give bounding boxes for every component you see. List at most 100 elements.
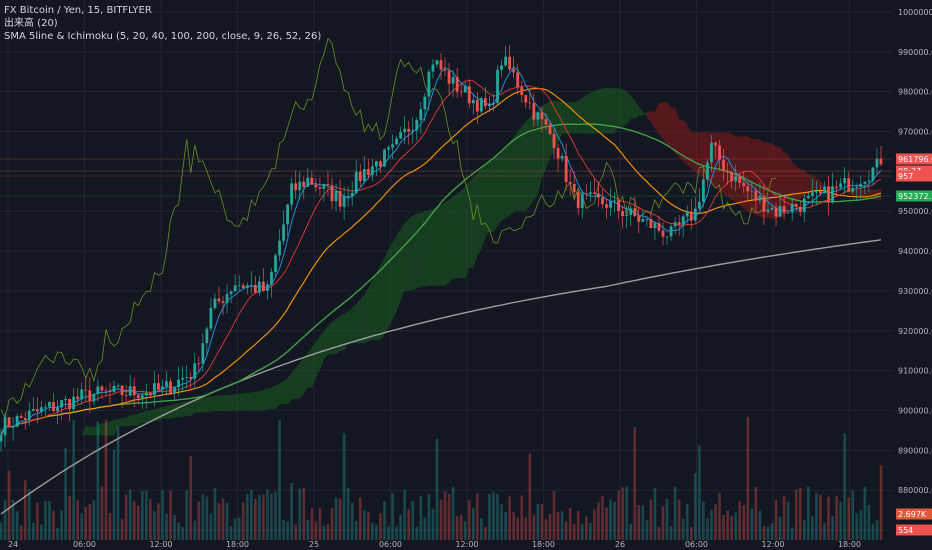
kumo-segment: [667, 102, 672, 149]
time-tick-label: 06:00: [685, 540, 708, 549]
symbol-title[interactable]: FX Bitcoin / Yen, 15, BITFLYER: [4, 5, 152, 16]
volume-bar: [278, 420, 281, 540]
kumo-segment: [594, 89, 599, 134]
candle-body: [209, 307, 213, 329]
kumo-segment: [816, 177, 821, 191]
volume-bar: [391, 492, 394, 540]
candle-body: [492, 102, 495, 105]
kumo-segment: [384, 249, 389, 336]
price-tag: [896, 170, 932, 182]
volume-bar: [496, 493, 499, 540]
volume-bar: [7, 470, 11, 540]
kumo-segment: [404, 218, 409, 291]
price-axis[interactable]: 870000.00880000.00890000.00900000.009100…: [898, 8, 932, 535]
candle-body: [338, 191, 342, 207]
kumo-segment: [513, 131, 518, 213]
volume-bar: [435, 439, 439, 540]
volume-bar: [411, 501, 415, 540]
kumo-segment: [267, 387, 272, 410]
kumo-segment: [465, 181, 470, 279]
volume-bar: [367, 511, 370, 540]
candle-body: [637, 216, 641, 222]
kumo-segment: [558, 100, 563, 143]
kumo-segment: [271, 385, 276, 410]
kumo-segment: [675, 107, 680, 158]
candle-body: [221, 301, 225, 303]
kumo-segment: [727, 132, 732, 200]
volume-bar: [786, 501, 790, 540]
volume-bar: [710, 509, 713, 540]
candle-body: [839, 183, 843, 188]
candle-body: [201, 343, 205, 364]
kumo-segment: [683, 120, 688, 166]
volume-bar: [68, 495, 71, 540]
volume-bar: [149, 499, 152, 540]
candle-body: [399, 132, 403, 139]
price-tick-label: 880000.00: [898, 486, 932, 495]
candle-body: [875, 158, 879, 168]
volume-bar: [249, 489, 253, 540]
sma-ichimoku-study-label[interactable]: SMA 5line & Ichimoku (5, 20, 40, 100, 20…: [4, 31, 322, 42]
price-tick-label: 940000.00: [898, 247, 932, 256]
candle-body: [798, 206, 802, 213]
volume-bar: [851, 490, 855, 540]
candle-body: [681, 216, 685, 225]
kumo-segment: [231, 394, 236, 411]
candle-body: [641, 219, 645, 222]
volume-bar: [698, 445, 701, 540]
time-axis[interactable]: 24 06:00 12:00 18:00 25 06:00 12:00 18:00 26 06:0…: [8, 540, 861, 549]
candle-body: [738, 176, 742, 183]
kumo-segment: [356, 299, 361, 344]
kumo-segment: [658, 102, 664, 140]
volume-bar: [758, 511, 762, 540]
kumo-segment: [162, 405, 167, 419]
volume-bar: [500, 504, 503, 540]
volume-bar: [839, 501, 842, 540]
candle-body: [3, 417, 7, 436]
volume-bar: [338, 498, 342, 540]
candle-body: [475, 99, 479, 112]
volume-bar: [589, 522, 592, 540]
volume-study-label[interactable]: 出来高 (20): [4, 18, 58, 29]
volume-bar: [350, 502, 354, 540]
volume-bar: [540, 504, 544, 540]
kumo-segment: [436, 204, 441, 286]
time-tick-label: 18:00: [532, 540, 555, 549]
kumo-segment: [210, 395, 215, 411]
candle-body: [447, 70, 451, 84]
kumo-segment: [481, 165, 486, 249]
candle-body: [379, 161, 382, 167]
volume-bar: [104, 419, 108, 540]
price-tag: [896, 190, 932, 202]
candle-body: [403, 128, 407, 133]
volume-bar: [621, 487, 624, 540]
volume-bar: [213, 487, 217, 540]
kumo-segment: [138, 412, 143, 426]
volume-bar: [625, 486, 628, 540]
volume-bar: [439, 499, 443, 540]
kumo-segment: [469, 177, 474, 268]
candle-body: [415, 120, 419, 131]
candle-body: [270, 271, 273, 285]
candle-body: [96, 386, 100, 395]
volume-bar: [673, 486, 677, 540]
volume-bar: [354, 520, 358, 540]
volume-bar: [879, 465, 883, 540]
kumo-segment: [89, 426, 94, 436]
time-tick-label: 25: [309, 540, 319, 549]
candle-body: [395, 138, 398, 145]
candle-body: [181, 377, 185, 380]
volume-bar: [225, 502, 229, 540]
candle-body: [161, 386, 164, 390]
candle-body: [290, 183, 294, 205]
candle-body: [689, 211, 693, 221]
kumo-segment: [876, 189, 881, 201]
candle-body: [354, 171, 358, 193]
volume-bar: [290, 483, 293, 540]
volume-bar: [189, 456, 193, 540]
candle-body: [229, 291, 233, 294]
candle-body: [613, 200, 616, 202]
candle-body: [657, 223, 661, 231]
